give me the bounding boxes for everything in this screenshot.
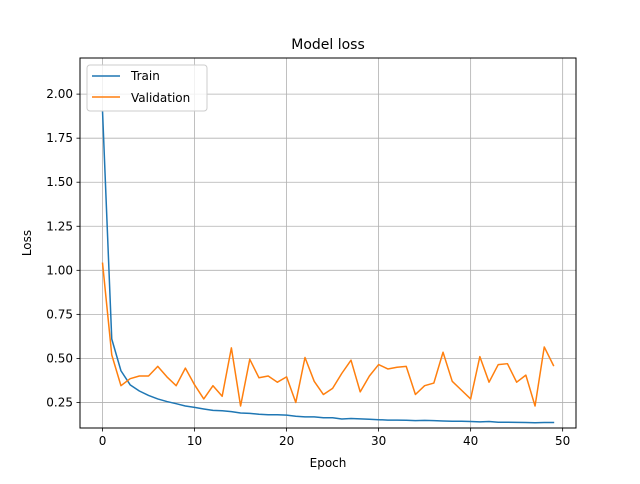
x-tick-label: 0 (99, 434, 107, 448)
y-tick-label: 0.50 (46, 351, 73, 365)
y-tick-label: 1.25 (46, 219, 73, 233)
series-line-validation (101, 262, 555, 407)
series-lines (101, 110, 555, 424)
y-tick-label: 0.75 (46, 307, 73, 321)
x-tick-label: 40 (463, 434, 478, 448)
x-tick-label: 50 (555, 434, 570, 448)
x-tick-label: 10 (187, 434, 202, 448)
chart-title: Model loss (291, 37, 365, 53)
legend-label-train: Train (130, 69, 160, 83)
plot-frame (79, 57, 577, 429)
x-tick-label: 30 (371, 434, 386, 448)
y-tick-label: 1.00 (46, 263, 73, 277)
legend-label-validation: Validation (131, 91, 190, 105)
x-axis-label: Epoch (310, 456, 347, 470)
series-line-train (101, 110, 555, 424)
legend: Train Validation (86, 64, 208, 112)
y-tick-label: 2.00 (46, 87, 73, 101)
y-tick-label: 1.50 (46, 175, 73, 189)
y-tick-label: 0.25 (46, 395, 73, 409)
y-axis-label: Loss (20, 230, 34, 256)
x-tick-label: 20 (279, 434, 294, 448)
y-tick-label: 1.75 (46, 131, 73, 145)
axis-ticks: 0 10 20 30 40 50 0.25 0.50 0.75 1.00 1.25 1.50 1.75 2… (46, 87, 570, 448)
grid-lines (80, 58, 576, 428)
